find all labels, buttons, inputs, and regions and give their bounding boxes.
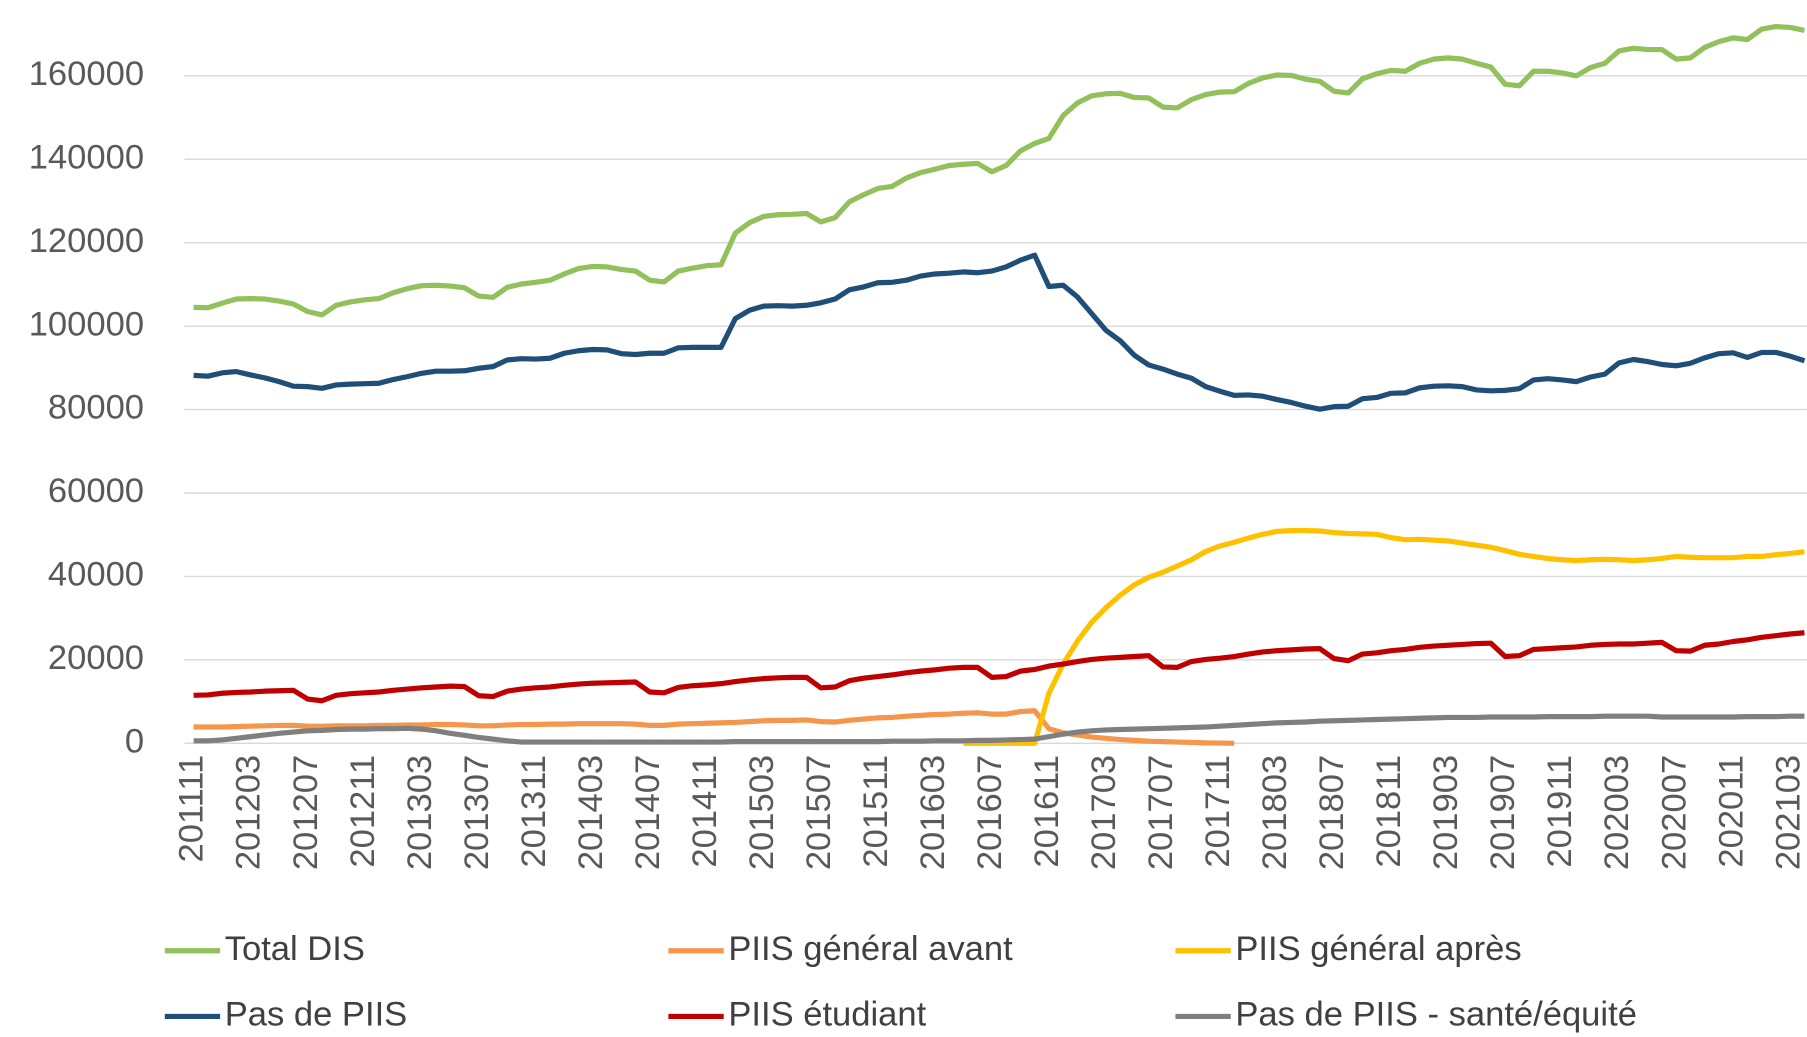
x-tick-label: 201503 <box>743 755 781 870</box>
x-tick-label: 201703 <box>1085 755 1123 870</box>
y-tick-label: 60000 <box>48 472 144 510</box>
x-tick-label: 201211 <box>344 755 382 868</box>
legend-label: Pas de PIIS <box>225 996 408 1034</box>
x-tick-label: 201603 <box>914 755 952 870</box>
x-tick-label: 201711 <box>1199 755 1237 868</box>
x-tick-label: 201707 <box>1142 755 1180 870</box>
y-tick-label: 40000 <box>48 556 144 594</box>
x-tick-label: 201203 <box>230 755 268 870</box>
x-tick-label: 201907 <box>1484 755 1522 870</box>
legend-label: PIIS général avant <box>728 930 1013 968</box>
x-tick-label: 201911 <box>1541 755 1579 868</box>
legend-label: PIIS étudiant <box>728 996 926 1034</box>
chart-body: 0 20000 40000 60000 80000 100000 120000 140000 1… <box>29 24 1807 1034</box>
y-tick-label: 140000 <box>29 138 144 176</box>
data-line <box>963 527 1805 746</box>
x-tick-label: 201607 <box>971 755 1009 870</box>
x-tick-label: 201803 <box>1256 755 1294 870</box>
legend: Total DIS PIIS général avant PIIS général … <box>164 930 1637 1034</box>
x-tick-label: 201303 <box>401 755 439 870</box>
x-tick-label: 201411 <box>686 755 724 868</box>
y-tick-label: 0 <box>125 722 144 760</box>
legend-label: PIIS général après <box>1235 930 1521 968</box>
x-tick-label: 201407 <box>629 755 667 870</box>
x-tick-label: 201811 <box>1370 755 1408 868</box>
x-tick-label: 201611 <box>1028 755 1066 868</box>
x-tick-label: 202007 <box>1655 755 1693 870</box>
legend-label: Pas de PIIS - santé/équité <box>1235 996 1637 1034</box>
x-tick-label: 202011 <box>1712 755 1750 868</box>
y-tick-label: 120000 <box>29 222 144 260</box>
y-tick-label: 80000 <box>48 389 144 427</box>
x-tick-label: 202103 <box>1769 755 1807 870</box>
legend-label: Total DIS <box>225 930 365 968</box>
data-line <box>193 713 1805 745</box>
data-line <box>193 252 1806 412</box>
x-tick-label: 201507 <box>800 755 838 870</box>
x-tick-label: 201207 <box>287 755 325 870</box>
data-line <box>193 24 1805 318</box>
x-tick-label: 201903 <box>1427 755 1465 870</box>
data-line <box>193 630 1805 704</box>
x-tick-label: 201807 <box>1313 755 1351 870</box>
x-tick-label: 201403 <box>572 755 610 870</box>
y-tick-label: 20000 <box>48 639 144 677</box>
y-tick-label: 100000 <box>29 305 144 343</box>
y-tick-label: 160000 <box>29 55 144 93</box>
x-tick-label: 201111 <box>173 755 211 863</box>
x-tick-label: 201311 <box>515 755 553 868</box>
x-tick-label: 201307 <box>458 755 496 870</box>
x-tick-label: 202003 <box>1598 755 1636 870</box>
x-tick-label: 201511 <box>857 755 895 868</box>
